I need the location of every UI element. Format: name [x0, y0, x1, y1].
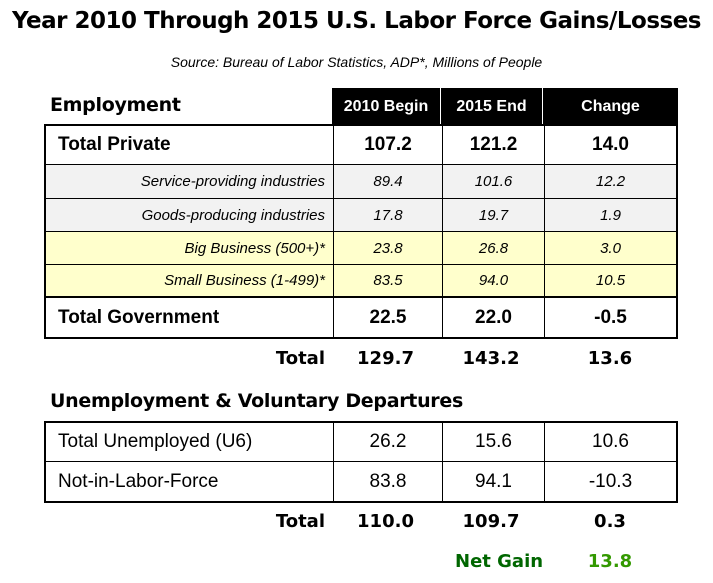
cell-2015: 94.0 [442, 265, 544, 296]
cell-2015: 15.6 [442, 423, 544, 461]
cell-2015: 94.1 [442, 462, 544, 501]
row-label: Service-providing industries [140, 173, 325, 190]
table-row-not-in-labor-force: Not-in-Labor-Force 83.8 94.1 -10.3 [44, 462, 678, 503]
employment-heading: Employment [50, 94, 181, 116]
cell-2010: 17.8 [333, 199, 442, 231]
unemployment-total-label: Total [275, 511, 325, 532]
cell-2015: 22.0 [442, 298, 544, 337]
cell-change: 3.0 [544, 232, 676, 264]
row-label: Small Business (1-499)* [164, 272, 325, 289]
table-row-service: Service-providing industries 89.4 101.6 … [44, 165, 678, 199]
employment-total-change: 13.6 [587, 348, 633, 369]
unemployment-heading: Unemployment & Voluntary Departures [50, 390, 463, 412]
cell-change: 1.9 [544, 199, 676, 231]
table-row-total-government: Total Government 22.5 22.0 -0.5 [44, 298, 678, 339]
cell-2010: 107.2 [333, 126, 442, 164]
cell-2010: 83.5 [333, 265, 442, 296]
row-label: Total Government [58, 306, 220, 328]
unemployment-total-change: 0.3 [594, 511, 626, 532]
row-label: Big Business (500+)* [184, 239, 326, 257]
table-row-big-business: Big Business (500+)* 23.8 26.8 3.0 [44, 232, 678, 265]
row-label: Total Private [58, 134, 171, 155]
cell-2010: 22.5 [333, 298, 442, 337]
cell-change: 14.0 [544, 126, 676, 164]
cell-2010: 83.8 [333, 462, 442, 501]
cell-change: 10.6 [544, 423, 676, 461]
cell-2015: 19.7 [442, 199, 544, 231]
cell-2015: 26.8 [442, 232, 544, 264]
column-header-change: Change [542, 88, 678, 125]
cell-2015: 121.2 [442, 126, 544, 164]
page-title: Year 2010 Through 2015 U.S. Labor Force … [11, 8, 702, 34]
cell-2010: 26.2 [333, 423, 442, 461]
column-header-2010: 2010 Begin [331, 88, 440, 125]
table-row-small-business: Small Business (1-499)* 83.5 94.0 10.5 [44, 265, 678, 298]
cell-change: -10.3 [544, 462, 676, 501]
employment-total-2015: 143.2 [462, 348, 520, 369]
unemployment-total-2010: 110.0 [357, 511, 414, 532]
row-label: Goods-producing industries [141, 206, 325, 224]
cell-2010: 89.4 [333, 165, 442, 198]
cell-change: 10.5 [544, 265, 676, 296]
unemployment-total-2015: 109.7 [462, 511, 520, 532]
row-label: Total Unemployed (U6) [58, 431, 253, 452]
cell-2010: 23.8 [333, 232, 442, 264]
cell-change: 12.2 [544, 165, 676, 198]
table-row-total-private: Total Private 107.2 121.2 14.0 [44, 124, 678, 165]
column-header-2015: 2015 End [440, 88, 542, 125]
source-note: Source: Bureau of Labor Statistics, ADP*… [170, 54, 543, 70]
table-row-goods: Goods-producing industries 17.8 19.7 1.9 [44, 199, 678, 232]
row-label: Not-in-Labor-Force [58, 470, 219, 492]
employment-total-2010: 129.7 [357, 348, 414, 369]
employment-total-label: Total [275, 348, 325, 369]
cell-2015: 101.6 [442, 165, 544, 198]
net-gain-label: Net Gain [455, 551, 544, 572]
table-row-total-unemployed: Total Unemployed (U6) 26.2 15.6 10.6 [44, 421, 678, 462]
net-gain-value: 13.8 [587, 551, 633, 572]
cell-change: -0.5 [544, 298, 676, 337]
